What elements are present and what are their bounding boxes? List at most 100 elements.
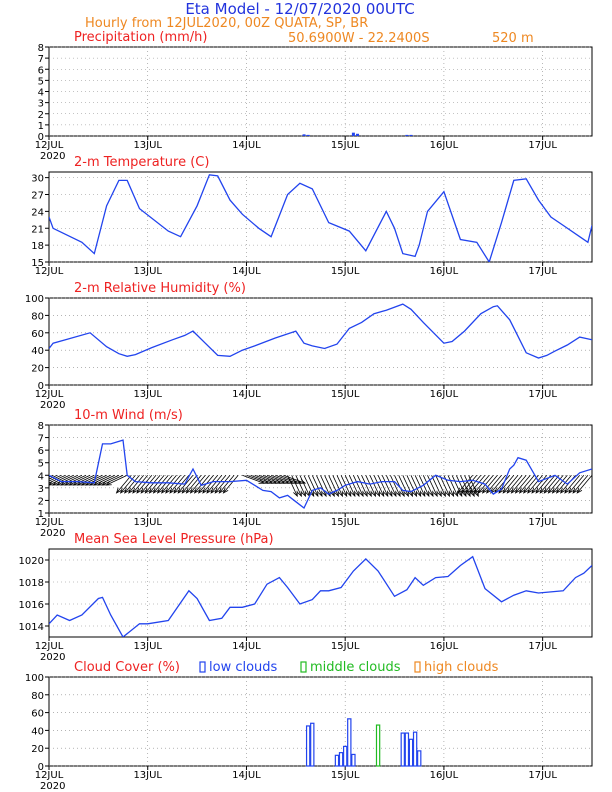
wind-barb-shaft <box>53 474 74 485</box>
wind-barb <box>55 474 78 486</box>
wind-barb-head <box>210 487 217 494</box>
wind-barb <box>115 475 132 494</box>
wind-barb <box>144 475 161 494</box>
wind-barb-shaft <box>258 474 280 484</box>
wind-barb-head <box>457 490 463 498</box>
wind-barb-head <box>185 487 192 494</box>
wind-barb-head <box>531 487 537 494</box>
wind-barb-shaft <box>369 475 380 496</box>
wind-barb-head <box>400 490 405 498</box>
wind-barb-head <box>555 487 562 494</box>
wind-xtick-label: 13JUL <box>133 517 162 528</box>
wind-barb <box>185 475 202 494</box>
wind-barb <box>568 475 585 494</box>
wind-barb-shaft <box>439 475 450 496</box>
wind-barb-shaft <box>162 475 177 493</box>
wind-xtick-label: 14JUL <box>232 517 261 528</box>
mslp-ytick-label: 1014 <box>19 622 44 633</box>
cloud-ytick-label: 20 <box>31 744 44 755</box>
wind-barb <box>287 475 298 498</box>
cloud-bar-low-clouds <box>347 718 352 767</box>
wind-barb-head <box>527 487 533 494</box>
wind-barb <box>124 475 140 494</box>
rh-xtick-label: 17JUL <box>528 389 557 400</box>
wind-barb-head <box>301 490 306 498</box>
rh-ytick-label: 20 <box>31 364 44 375</box>
temp-ytick-label: 24 <box>31 207 44 218</box>
wind-barb-head <box>64 480 71 486</box>
wind-barb <box>218 475 235 494</box>
mslp-series-line <box>49 555 592 637</box>
wind-barb-shaft <box>120 475 136 493</box>
mslp-xtick-label: 12JUL <box>35 641 64 652</box>
mslp-ytick-label: 1018 <box>19 578 44 589</box>
wind-barb-head <box>412 490 418 498</box>
wind-barb-shaft <box>275 474 297 484</box>
temp-plot-frame <box>48 171 593 263</box>
wind-barb-head <box>477 487 484 494</box>
wind-barb-shaft <box>49 474 54 485</box>
wind-barb-shaft <box>291 475 302 496</box>
mslp-xtick-label: 17JUL <box>528 641 557 652</box>
wind-barb-shaft <box>266 474 288 484</box>
wind-barb-head <box>358 490 364 498</box>
rh-panel: 2-m Relative Humidity (%) 0 20 40 60 80 100 12J… <box>25 281 593 411</box>
mslp-xtick-label: 16JUL <box>430 641 459 652</box>
wind-barb-shaft <box>422 475 433 496</box>
wind-barb-head <box>408 490 413 498</box>
wind-barb-head <box>128 487 134 494</box>
wind-barb-shaft <box>511 475 527 493</box>
cloud-bar-middle-clouds <box>375 724 381 767</box>
wind-barb-head <box>169 487 175 494</box>
temp-ytick-label: 21 <box>31 224 44 235</box>
wind-barb-shaft <box>495 475 511 493</box>
temp-xtick-label: 16JUL <box>430 266 459 277</box>
wind-barb-shaft <box>398 475 409 496</box>
wind-barb-shaft <box>311 475 322 496</box>
wind-barb <box>481 475 498 494</box>
wind-barb-shaft <box>223 475 239 493</box>
wind-barb-head <box>148 487 155 494</box>
wind-barb-shaft <box>145 475 161 493</box>
cloud-bar-low-clouds <box>351 753 356 767</box>
wind-barb-head <box>101 480 108 486</box>
wind-barb <box>51 474 74 486</box>
precip-year-label: 2020 <box>40 151 65 162</box>
wind-barb <box>193 475 210 494</box>
wind-barb <box>514 475 531 494</box>
wind-barb <box>97 474 120 486</box>
wind-barb-shaft <box>540 475 556 493</box>
precip-bar <box>409 134 413 136</box>
wind-barb <box>510 475 527 494</box>
wind-barb-shaft <box>414 475 425 496</box>
wind-barb-head <box>97 480 104 486</box>
wind-barb-head <box>132 487 138 494</box>
wind-barb-shaft <box>182 475 198 493</box>
wind-barb-shaft <box>406 475 417 496</box>
wind-barb-head <box>518 487 525 494</box>
wind-barb <box>406 475 418 498</box>
wind-barb-head <box>535 487 542 494</box>
wind-barb-shaft <box>365 475 376 496</box>
wind-barb-head <box>105 480 112 486</box>
wind-barb-head <box>317 490 323 498</box>
rh-ytick-label: 100 <box>25 294 44 305</box>
wind-barb <box>394 475 405 498</box>
wind-barb-head <box>514 487 521 494</box>
wind-barb <box>206 475 223 494</box>
wind-barb <box>435 475 446 498</box>
cloud-xtick-label: 14JUL <box>232 770 261 781</box>
cloud-xtick-label: 17JUL <box>528 770 557 781</box>
legend-swatch-middle-clouds <box>300 661 307 673</box>
legend-label-high-clouds: high clouds <box>424 660 499 675</box>
cloud-ytick-label: 60 <box>31 709 44 720</box>
precip-bar <box>306 134 310 136</box>
wind-barb-shaft <box>307 475 318 496</box>
wind-barb-head <box>214 487 221 494</box>
rh-ytick-label: 60 <box>31 329 44 340</box>
precip-xtick-label: 17JUL <box>528 140 557 151</box>
wind-barb-shaft <box>548 475 564 493</box>
wind-barb-shaft <box>556 475 572 493</box>
wind-barb-shaft <box>458 475 474 493</box>
